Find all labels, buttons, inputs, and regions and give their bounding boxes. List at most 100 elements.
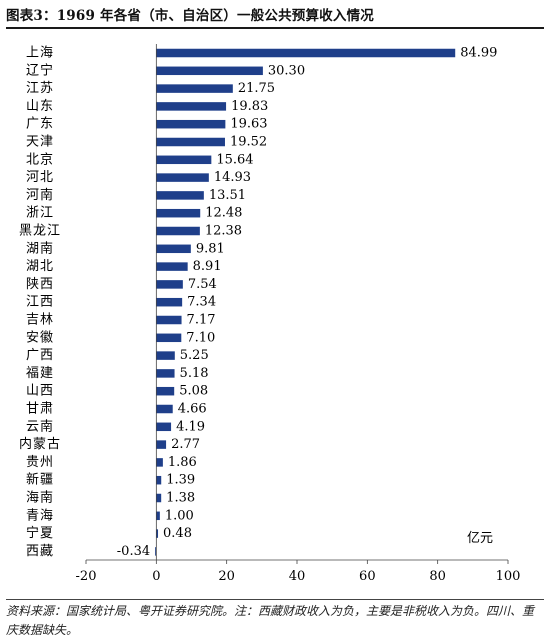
category-label: 江西 xyxy=(26,295,54,310)
category-label: 内蒙古 xyxy=(19,436,61,452)
bar xyxy=(156,48,456,58)
category-label: 安徽 xyxy=(26,330,54,345)
x-tick-label: 100 xyxy=(496,569,521,584)
category-label: 湖南 xyxy=(26,240,54,256)
category-labels-group: 上海辽宁江苏山东广东天津北京河北河南浙江黑龙江湖南湖北陕西江西吉林安徽广西福建山… xyxy=(19,46,61,559)
footer-divider xyxy=(6,599,544,600)
bar-value-label: 12.48 xyxy=(205,206,242,221)
bar xyxy=(156,511,160,521)
bar-value-label: 19.63 xyxy=(230,117,267,132)
bar xyxy=(156,440,167,449)
bar xyxy=(156,173,209,182)
category-label: 吉林 xyxy=(26,313,54,328)
bar-value-label: 84.99 xyxy=(460,46,497,61)
bar xyxy=(156,369,175,378)
bar-value-label: 13.51 xyxy=(209,188,246,203)
category-label: 云南 xyxy=(26,418,54,434)
bar xyxy=(156,404,173,414)
bar xyxy=(156,493,162,503)
bar-value-label: 14.93 xyxy=(214,170,251,185)
bar-value-label: 1.00 xyxy=(165,508,194,523)
bar-value-label: 5.08 xyxy=(179,384,208,399)
category-label: 宁夏 xyxy=(26,525,54,541)
bar-value-label: 4.19 xyxy=(176,419,205,434)
bar xyxy=(156,280,183,289)
bar xyxy=(156,351,175,360)
x-axis: -20 0 20 40 60 80 100 xyxy=(76,44,521,584)
bar-value-label: 30.30 xyxy=(268,63,305,78)
category-label: 辽宁 xyxy=(26,62,54,78)
bar-value-label: 1.86 xyxy=(168,455,197,470)
bar xyxy=(156,66,263,76)
bar-value-label: 7.10 xyxy=(186,330,215,345)
bar xyxy=(156,333,182,343)
category-label: 贵州 xyxy=(26,455,54,470)
bar-value-label: 15.64 xyxy=(216,152,253,167)
bar xyxy=(156,297,183,307)
category-label: 黑龙江 xyxy=(19,224,61,239)
category-label: 陕西 xyxy=(26,277,54,292)
category-label: 山东 xyxy=(26,99,54,114)
bar-value-label: 19.52 xyxy=(230,135,267,150)
bar-value-label: 9.81 xyxy=(196,241,225,256)
bar-value-label: 21.75 xyxy=(238,81,275,96)
bar-value-label: -0.34 xyxy=(117,544,150,559)
bar xyxy=(156,102,227,111)
category-label: 北京 xyxy=(26,152,54,167)
category-label: 西藏 xyxy=(26,544,54,559)
category-label: 海南 xyxy=(26,490,54,506)
value-labels-group: 84.99 30.30 21.75 19.83 19.63 19.52 15.64 14.93… xyxy=(117,46,498,559)
category-label: 上海 xyxy=(26,46,54,61)
bars-group xyxy=(155,48,456,556)
category-label: 广西 xyxy=(26,348,54,363)
bar xyxy=(156,244,191,254)
x-tick-label: 60 xyxy=(359,569,376,584)
category-label: 湖北 xyxy=(26,259,54,274)
category-label: 天津 xyxy=(26,135,54,150)
bar-value-label: 12.38 xyxy=(205,224,242,239)
x-tick-label: 20 xyxy=(218,569,235,584)
category-label: 福建 xyxy=(26,366,54,381)
category-label: 青海 xyxy=(26,508,54,523)
bar xyxy=(156,226,200,236)
bar-value-label: 7.54 xyxy=(188,277,217,292)
bar-value-label: 5.25 xyxy=(180,348,209,363)
source-footnote: 资料来源：国家统计局、粤开证券研究院。注：西藏财政收入为负，主要是非税收入为负。… xyxy=(6,604,535,637)
bar xyxy=(156,208,201,218)
bar xyxy=(156,386,175,396)
x-tick-label: 40 xyxy=(289,569,306,584)
category-label: 浙江 xyxy=(26,206,54,221)
bar xyxy=(156,137,225,147)
category-label: 河南 xyxy=(26,187,54,203)
bar-value-label: 2.77 xyxy=(171,437,200,452)
bar xyxy=(156,119,226,129)
bar-value-label: 4.66 xyxy=(178,402,207,417)
category-label: 甘肃 xyxy=(26,402,54,417)
bar xyxy=(156,529,159,538)
bar-value-label: 8.91 xyxy=(193,259,222,274)
bar xyxy=(156,458,163,467)
bar-value-label: 7.17 xyxy=(187,313,216,328)
bar xyxy=(156,191,204,200)
bar xyxy=(156,84,233,93)
bar xyxy=(156,155,212,165)
bar-value-label: 1.38 xyxy=(166,491,195,506)
bar-chart: 84.99 30.30 21.75 19.83 19.63 19.52 15.64 14.93… xyxy=(19,44,521,584)
category-label: 新疆 xyxy=(26,472,54,488)
bar-value-label: 1.39 xyxy=(166,473,195,488)
bar-value-label: 0.48 xyxy=(163,526,192,541)
x-tick-label: -20 xyxy=(76,569,97,584)
bar xyxy=(156,422,172,432)
category-label: 广东 xyxy=(26,117,54,132)
category-label: 河北 xyxy=(26,170,54,185)
bar xyxy=(156,262,188,271)
bar xyxy=(156,315,182,325)
bar-value-label: 7.34 xyxy=(187,295,216,310)
bar-value-label: 19.83 xyxy=(231,99,268,114)
x-tick-label: 80 xyxy=(429,569,446,584)
category-label: 山西 xyxy=(26,384,54,399)
bar-value-label: 5.18 xyxy=(180,366,209,381)
x-tick-label: 0 xyxy=(152,569,160,584)
chart-title: 图表3：1969 年各省（市、自治区）一般公共预算收入情况 xyxy=(6,8,374,24)
bar xyxy=(156,475,162,485)
